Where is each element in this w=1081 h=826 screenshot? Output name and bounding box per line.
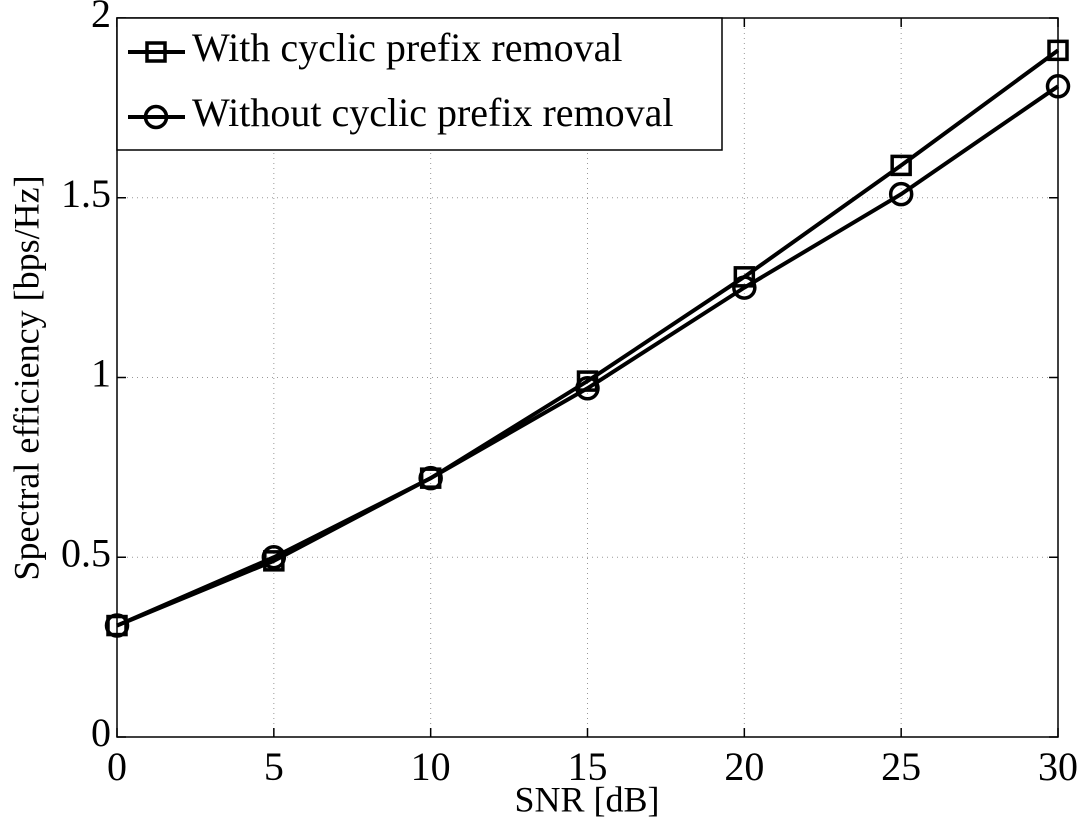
y-tick-label: 1.5: [61, 171, 111, 216]
x-tick-label: 30: [1038, 744, 1078, 789]
y-axis-label: Spectral efficiency [bps/Hz]: [6, 175, 46, 580]
x-tick-label: 10: [411, 744, 451, 789]
marker: [418, 465, 443, 491]
y-tick-label: 1: [91, 351, 111, 396]
y-tick-label: 0: [91, 710, 111, 755]
legend-label: With cyclic prefix removal: [192, 25, 622, 70]
marker: [888, 181, 914, 207]
x-tick-label: 20: [724, 744, 764, 789]
marker: [890, 154, 912, 177]
marker: [1045, 74, 1071, 99]
marker: [261, 545, 287, 570]
series-line: [116, 84, 1060, 628]
marker: [732, 275, 757, 300]
x-axis-label: SNR [dB]: [514, 779, 659, 819]
marker: [145, 41, 167, 63]
marker: [1047, 39, 1069, 62]
series-line: [116, 48, 1060, 628]
x-tick-label: 25: [881, 744, 921, 789]
y-tick-label: 2: [91, 0, 111, 36]
marker: [575, 376, 600, 401]
x-tick-label: 5: [264, 744, 284, 789]
x-tick-label: 15: [568, 744, 608, 789]
legend-box: [116, 17, 723, 151]
marker: [143, 104, 169, 130]
legend-label: Without cyclic prefix removal: [192, 90, 674, 135]
x-tick-label: 0: [107, 744, 127, 789]
y-tick-label: 0.5: [61, 530, 111, 575]
marker: [104, 613, 130, 638]
